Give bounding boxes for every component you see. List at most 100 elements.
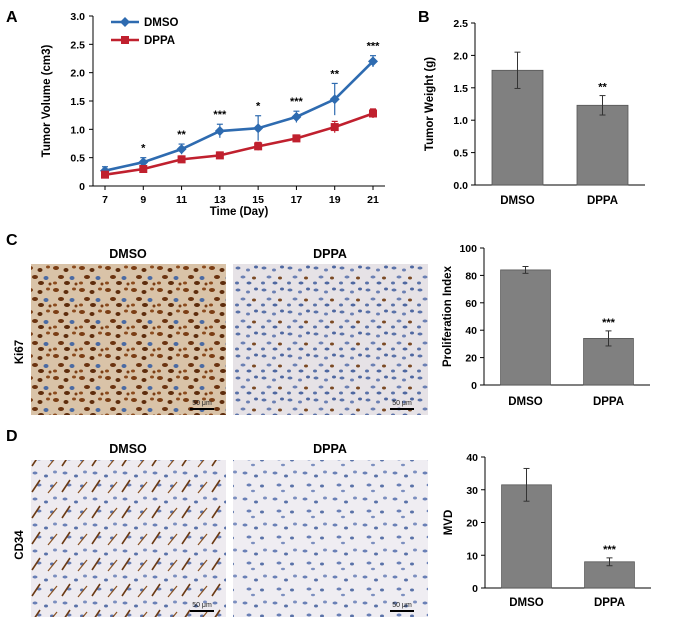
- series-line-dmso: [104, 60, 374, 172]
- y-tick-label: 20: [465, 353, 477, 365]
- scale-bar-label: 50 μm: [392, 602, 412, 609]
- panel-letter-c: C: [6, 232, 18, 249]
- y-tick-label: 80: [465, 270, 477, 282]
- row-label-ki67: Ki67: [14, 340, 26, 364]
- panel-letter-b: B: [418, 9, 430, 26]
- y-axis-label: Proliferation Index: [442, 265, 454, 367]
- data-point-dppa: [177, 155, 186, 164]
- x-tick-label: 9: [140, 194, 146, 206]
- significance-marker: ***: [602, 317, 616, 329]
- micrograph-ki67-dmso: [31, 264, 226, 415]
- y-tick-label: 1.5: [453, 83, 468, 95]
- y-tick-label: 0: [471, 380, 477, 392]
- micrograph-title-d-dmso: DMSO: [109, 442, 147, 456]
- chart-d-mvd: 0 10 20 30 40 MVD DMSO DPPA ***: [443, 452, 651, 609]
- y-tick-label: 20: [466, 518, 478, 530]
- panel-letter-d: D: [6, 428, 18, 445]
- data-point-dppa: [369, 109, 377, 118]
- micrograph-title-c-dmso: DMSO: [109, 247, 147, 261]
- legend-marker: [121, 36, 129, 44]
- significance-marker: *: [256, 101, 261, 113]
- significance-marker: **: [330, 68, 339, 80]
- chart-b-tumor-weight: 0.0 0.5 1.0 1.5 2.0 2.5 Tumor Weight (g) DMSO DP…: [424, 18, 645, 207]
- x-tick-label: DPPA: [587, 195, 618, 207]
- panel-letter-a: A: [6, 9, 18, 26]
- y-tick-label: 40: [465, 325, 477, 337]
- legend-label: DPPA: [144, 35, 175, 47]
- data-point-dppa: [330, 123, 339, 132]
- data-point-dppa: [139, 165, 148, 173]
- x-tick-label: 13: [214, 194, 226, 206]
- y-tick-label: 0: [79, 181, 85, 193]
- y-tick-label: 3.0: [70, 11, 85, 23]
- y-axis-label: MVD: [443, 510, 455, 536]
- x-tick-label: 17: [291, 194, 303, 206]
- data-point-dppa: [292, 134, 301, 143]
- series-line-dppa: [104, 112, 374, 176]
- y-axis-label: Tumor Volume (cm3): [41, 44, 53, 157]
- x-axis-label: Time (Day): [210, 206, 269, 218]
- y-tick-label: 40: [466, 452, 478, 464]
- bar-dmso: [491, 69, 544, 186]
- y-tick-label: 2.0: [70, 68, 85, 80]
- y-tick-label: 1.0: [453, 115, 468, 127]
- legend-label: DMSO: [144, 17, 179, 29]
- scale-bar-label: 50 μm: [192, 602, 212, 609]
- micrograph-title-c-dppa: DPPA: [313, 247, 347, 261]
- data-point-dmso: [176, 144, 187, 155]
- data-point-dppa: [254, 142, 263, 151]
- bar-dppa: [584, 561, 635, 589]
- y-tick-label: 1.0: [70, 124, 85, 136]
- data-point-dmso: [214, 126, 225, 137]
- y-tick-label: 60: [465, 298, 477, 310]
- micrograph-title-d-dppa: DPPA: [313, 442, 347, 456]
- x-tick-label: 11: [176, 194, 187, 206]
- y-tick-label: 2.5: [453, 18, 468, 30]
- y-tick-label: 2.0: [453, 50, 468, 62]
- y-tick-label: 100: [459, 243, 477, 255]
- significance-marker: ***: [603, 544, 617, 556]
- y-tick-label: 10: [466, 550, 478, 562]
- data-point-dppa: [101, 170, 109, 179]
- scale-bar-label: 50 μm: [192, 400, 212, 407]
- bar-dmso: [501, 484, 552, 589]
- data-point-dmso: [329, 94, 340, 105]
- data-point-dmso: [291, 111, 302, 122]
- data-point-dmso: [138, 157, 149, 168]
- significance-marker: ***: [290, 96, 304, 108]
- data-point-dmso: [368, 56, 378, 67]
- x-tick-label: DMSO: [508, 396, 543, 408]
- x-tick-label: 19: [329, 194, 341, 206]
- y-axis-label: Tumor Weight (g): [424, 57, 436, 151]
- y-tick-label: 0.5: [70, 153, 85, 165]
- micrograph-ki67-dppa: [233, 264, 428, 415]
- x-tick-label: DMSO: [509, 597, 544, 609]
- data-point-dppa: [215, 151, 224, 160]
- x-tick-label: 15: [252, 194, 264, 206]
- scale-bar-label: 50 μm: [392, 400, 412, 407]
- micrograph-cd34-dppa: [233, 460, 428, 617]
- x-tick-label: 21: [367, 194, 379, 206]
- x-tick-label: 7: [102, 194, 108, 206]
- chart-c-proliferation-index: 0 20 40 60 80 100 Proliferation Index DMSO DPPA *…: [442, 243, 650, 408]
- micrograph-cd34-dmso: [31, 460, 226, 617]
- y-tick-label: 0.5: [453, 148, 468, 160]
- x-tick-label: DPPA: [593, 396, 624, 408]
- x-tick-label: DMSO: [500, 195, 535, 207]
- y-tick-label: 1.5: [70, 96, 85, 108]
- y-tick-label: 0.0: [453, 180, 468, 192]
- bar-dmso: [500, 269, 551, 386]
- data-point-dmso: [253, 123, 264, 134]
- x-tick-label: DPPA: [594, 597, 625, 609]
- chart-a-tumor-volume: 0 0.5 1.0 1.5 2.0 2.5 3.0 7 9 11 13 15 17 19 21 Time (D…: [41, 11, 385, 218]
- significance-marker: **: [177, 129, 186, 141]
- row-label-cd34: CD34: [14, 530, 26, 560]
- significance-marker: ***: [367, 41, 381, 53]
- significance-marker: ***: [213, 109, 227, 121]
- y-tick-label: 0: [472, 583, 478, 595]
- y-tick-label: 2.5: [70, 39, 85, 51]
- legend-marker: [120, 17, 130, 27]
- y-tick-label: 30: [466, 485, 478, 497]
- significance-marker: **: [598, 82, 607, 94]
